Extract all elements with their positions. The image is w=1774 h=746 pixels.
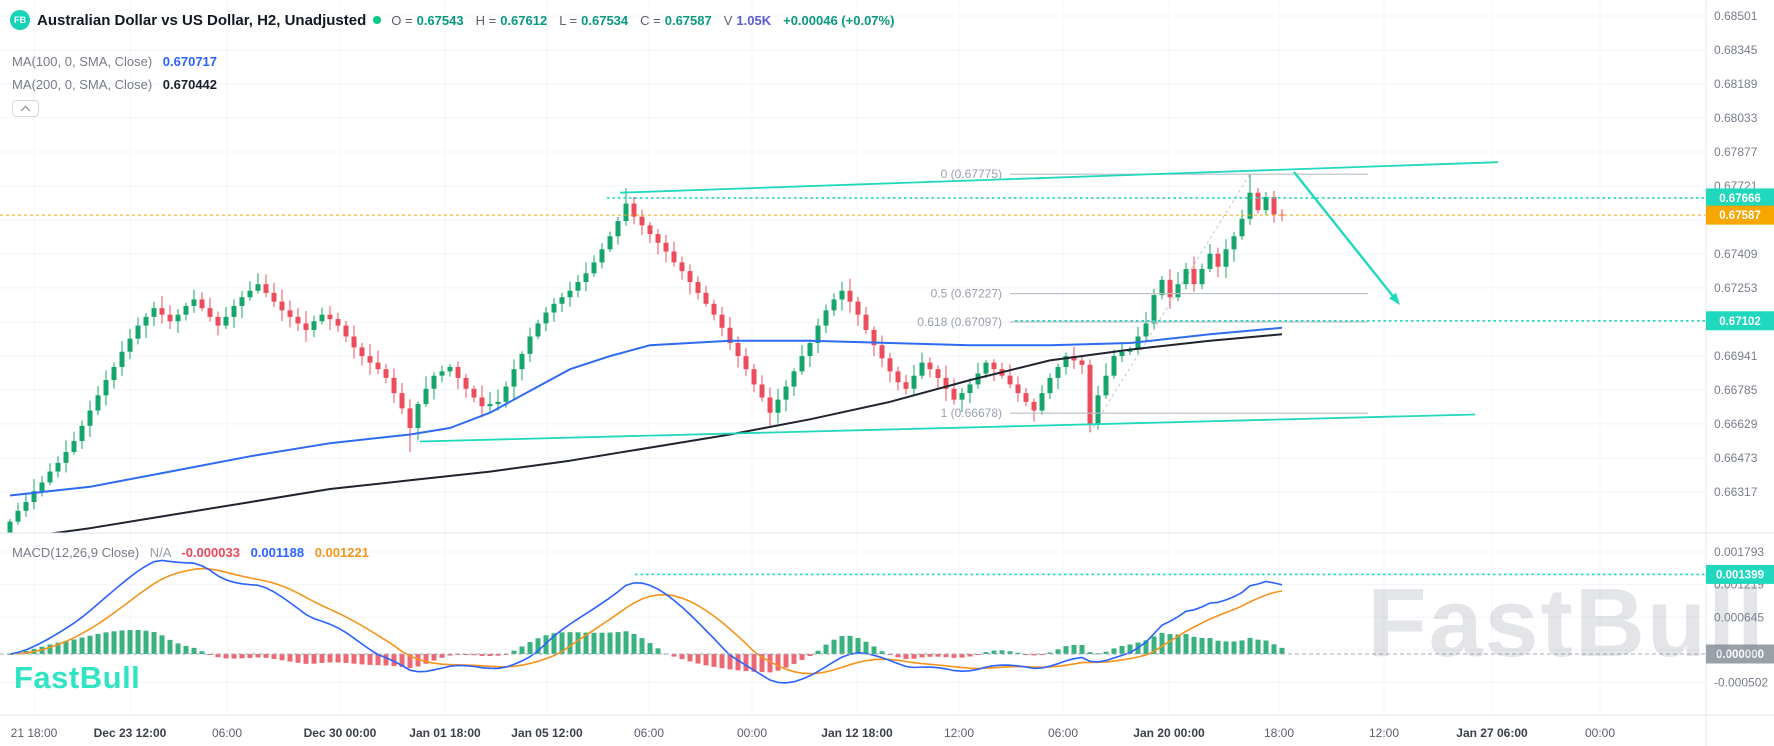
macd-hist-value: -0.000033 [181,545,240,560]
volume-readout: V 1.05K [723,12,772,28]
svg-text:0.67666: 0.67666 [1719,193,1761,205]
axis-badge [1706,644,1774,664]
trend-line [419,413,1476,443]
fib-retracement[interactable]: 0 (0.67775) 0.5 (0.67227) 0.618 (0.67097) 1… [917,167,1368,420]
svg-text:0.67877: 0.67877 [1714,145,1758,159]
svg-text:06:00: 06:00 [634,726,664,740]
svg-text:Jan 20 00:00: Jan 20 00:00 [1133,726,1205,740]
svg-text:0.67409: 0.67409 [1714,247,1758,261]
svg-text:Jan 01 18:00: Jan 01 18:00 [409,726,481,740]
collapse-legend-button[interactable] [12,100,39,117]
svg-text:-0.000502: -0.000502 [1714,676,1768,690]
svg-text:0.66473: 0.66473 [1714,451,1758,465]
fastbull-logo-icon: FB [10,10,30,30]
svg-text:0.001793: 0.001793 [1714,545,1764,559]
svg-text:Jan 27 06:00: Jan 27 06:00 [1456,726,1528,740]
svg-text:0 (0.67775): 0 (0.67775) [941,167,1002,181]
main-price-pane: 0 (0.67775) 0.5 (0.67227) 0.618 (0.67097) 1… [0,161,1706,533]
axis-badge [1706,311,1774,331]
svg-text:0.67102: 0.67102 [1719,316,1761,328]
svg-text:Jan 05 12:00: Jan 05 12:00 [511,726,583,740]
price-axis[interactable]: 0.685010.683450.681890.680330.678770.677… [1714,9,1768,690]
svg-text:0.68501: 0.68501 [1714,9,1758,23]
svg-text:0.68189: 0.68189 [1714,77,1758,91]
ma200-label: MA(200, 0, SMA, Close) [12,77,153,92]
ma100-label: MA(100, 0, SMA, Close) [12,54,153,69]
svg-text:0.618 (0.67097): 0.618 (0.67097) [917,315,1002,329]
svg-text:06:00: 06:00 [1048,726,1078,740]
low-readout: L = 0.67534 [559,12,629,28]
axis-badge [1706,188,1774,208]
svg-text:12:00: 12:00 [944,726,974,740]
svg-text:0.68033: 0.68033 [1714,111,1758,125]
macd-pane [0,559,1706,684]
change-readout: +0.00046 (+0.07%) [783,12,895,28]
projection-arrow [1293,171,1394,297]
macd-main-line [9,559,1283,684]
svg-text:0.001399: 0.001399 [1716,569,1764,581]
macd-legend[interactable]: MACD(12,26,9 Close) N/A -0.000033 0.0011… [12,545,369,560]
svg-text:0.68345: 0.68345 [1714,43,1758,57]
svg-text:0.66785: 0.66785 [1714,383,1758,397]
macd-signal-value: 0.001221 [314,545,369,560]
svg-text:0.000000: 0.000000 [1716,649,1764,661]
axis-badge [1706,564,1774,584]
ma200-line [47,333,1283,533]
svg-text:0.66317: 0.66317 [1714,485,1758,499]
svg-text:0.66629: 0.66629 [1714,417,1758,431]
svg-text:0.5 (0.67227): 0.5 (0.67227) [931,287,1002,301]
svg-text:0.000645: 0.000645 [1714,610,1764,624]
svg-text:21 18:00: 21 18:00 [11,726,58,740]
market-open-dot-icon [373,16,382,24]
symbol-title[interactable]: Australian Dollar vs US Dollar, H2, Unad… [37,11,367,29]
macd-na-value: N/A [149,545,171,560]
svg-text:18:00: 18:00 [1264,726,1294,740]
svg-text:1 (0.66678): 1 (0.66678) [941,406,1002,420]
axis-badge [1706,205,1774,225]
chevron-up-icon [20,105,31,112]
high-readout: H = 0.67612 [475,12,548,28]
svg-text:Jan 12 18:00: Jan 12 18:00 [821,726,893,740]
svg-text:12:00: 12:00 [1369,726,1399,740]
close-readout: C = 0.67587 [640,12,712,28]
chart-header: FB Australian Dollar vs US Dollar, H2, U… [10,10,894,30]
open-readout: O = 0.67543 [391,12,464,28]
svg-text:00:00: 00:00 [737,726,767,740]
svg-text:06:00: 06:00 [212,726,242,740]
macd-signal-line [9,567,1283,675]
ma200-legend[interactable]: MA(200, 0, SMA, Close) 0.670442 [12,77,217,92]
time-axis[interactable]: 21 18:00 Dec 23 12:00 06:00 Dec 30 00:00 Jan… [11,726,1616,740]
price-badges: 0.67666 0.67587 0.67102 0.001399 0.000000 [1706,188,1774,664]
trend-line [619,161,1499,194]
svg-text:0.67253: 0.67253 [1714,281,1758,295]
macd-label: MACD(12,26,9 Close) [12,545,140,560]
svg-text:0.67587: 0.67587 [1719,210,1761,222]
ma100-value: 0.670717 [162,54,218,69]
ma100-legend[interactable]: MA(100, 0, SMA, Close) 0.670717 [12,54,217,69]
arrowhead-icon [1389,292,1400,305]
candles-layer [7,174,1285,533]
grid-layer [0,0,1706,715]
svg-text:Dec 23 12:00: Dec 23 12:00 [94,726,167,740]
svg-text:0.66941: 0.66941 [1714,349,1758,363]
ma200-value: 0.670442 [162,77,218,92]
macd-line-value: 0.001188 [250,545,305,560]
svg-text:Dec 30 00:00: Dec 30 00:00 [304,726,377,740]
ma100-line [9,326,1283,497]
svg-text:00:00: 00:00 [1585,726,1615,740]
